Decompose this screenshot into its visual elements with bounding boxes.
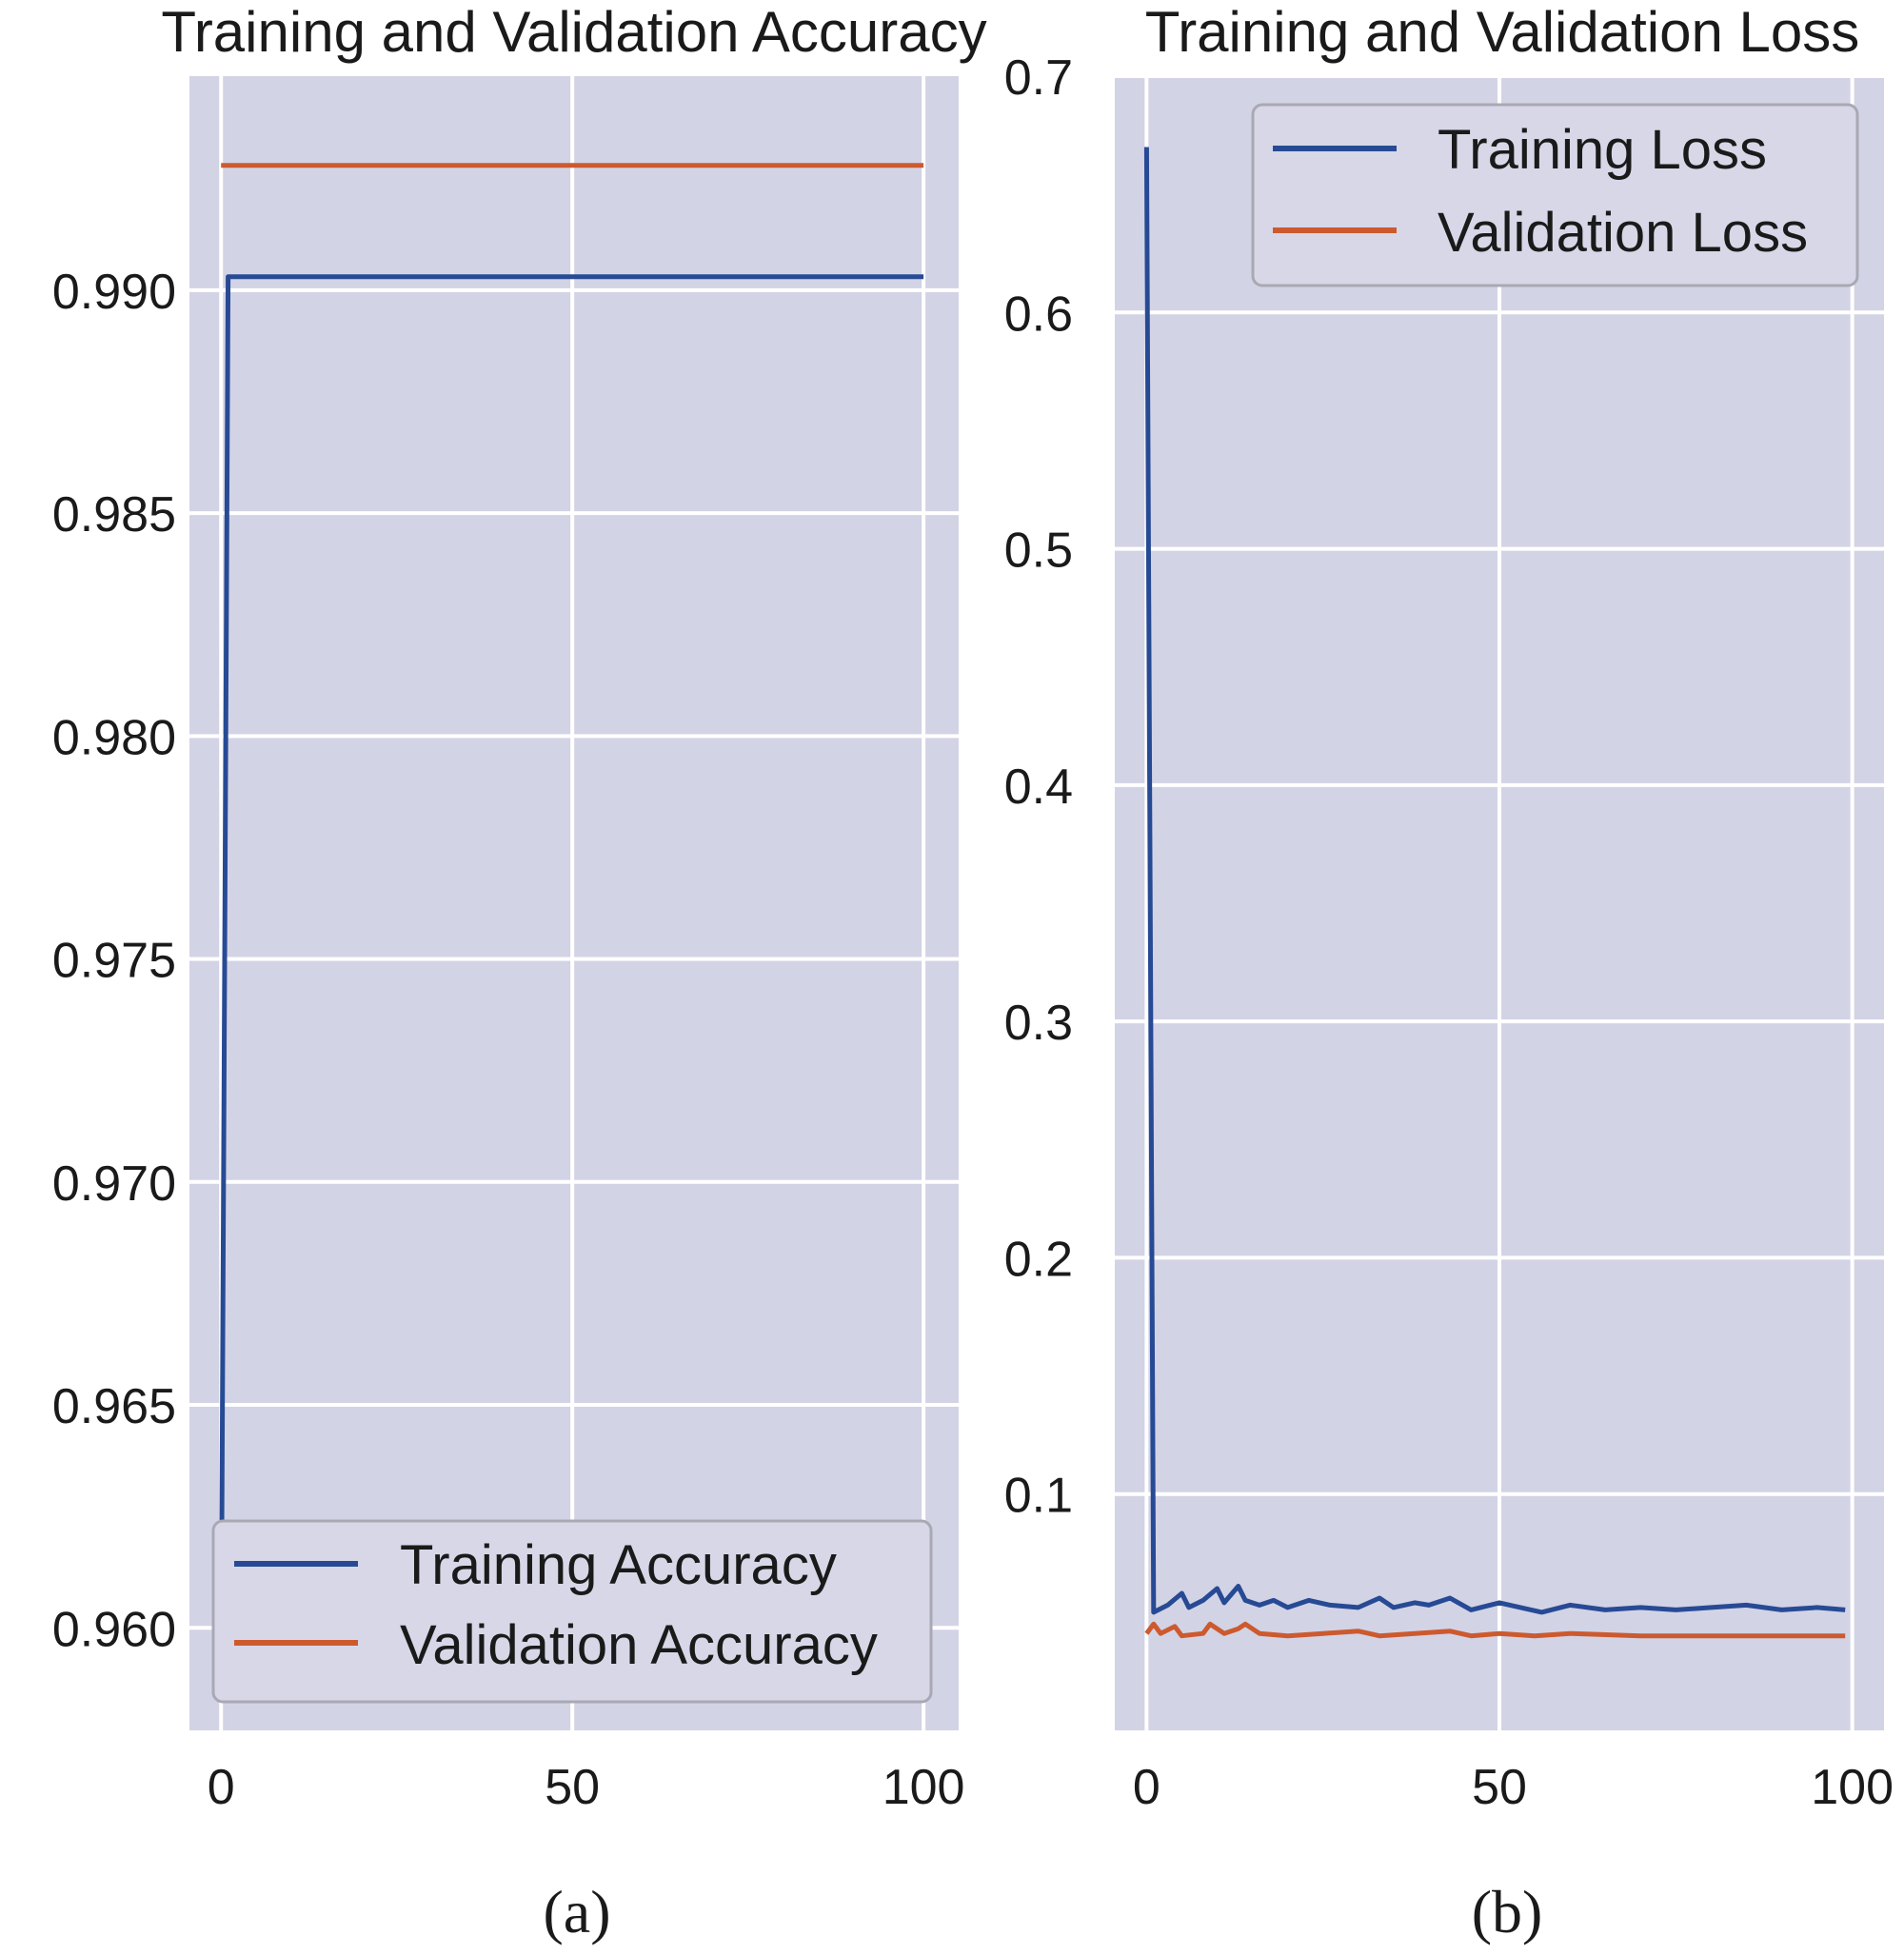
accuracy-legend-box xyxy=(211,1519,933,1704)
loss-y-tick-label: 0.7 xyxy=(1004,50,1073,106)
loss-y-tick-label: 0.1 xyxy=(1004,1469,1073,1524)
panel-accuracy: Training and Validation Accuracy 0.9600.… xyxy=(52,0,987,1945)
loss-chart-title: Training and Validation Loss xyxy=(1145,0,1859,64)
legend-label-validation-loss: Validation Loss xyxy=(1438,202,1808,264)
legend-label-validation-accuracy: Validation Accuracy xyxy=(400,1614,878,1676)
loss-y-tick-label: 0.4 xyxy=(1004,760,1073,815)
loss-y-tick-label: 0.2 xyxy=(1004,1232,1073,1287)
accuracy-y-tick-label: 0.970 xyxy=(52,1156,176,1212)
legend-label-training-loss: Training Loss xyxy=(1438,119,1767,181)
accuracy-y-tick-label: 0.980 xyxy=(52,710,176,765)
accuracy-y-tick-label: 0.975 xyxy=(52,934,176,989)
loss-x-tick-label: 100 xyxy=(1811,1760,1894,1815)
legend-label-training-accuracy: Training Accuracy xyxy=(400,1534,837,1596)
loss-legend: Training Loss Validation Loss xyxy=(1251,103,1859,287)
loss-y-tick-label: 0.3 xyxy=(1004,996,1073,1051)
accuracy-y-tick-label: 0.990 xyxy=(52,265,176,320)
accuracy-y-tick-label: 0.960 xyxy=(52,1602,176,1657)
loss-y-ticks: 0.1 0.2 0.3 0.4 0.5 0.6 0.7 xyxy=(1004,50,1073,1524)
loss-x-tick-label: 50 xyxy=(1472,1760,1527,1815)
accuracy-chart-title: Training and Validation Accuracy xyxy=(161,0,986,64)
panel-loss: Training and Validation Loss 0.10.20.30.… xyxy=(1004,0,1894,1945)
loss-panel-caption: (b) xyxy=(1472,1878,1543,1945)
accuracy-x-ticks: 0 50 100 xyxy=(208,1760,965,1815)
series-line-validation-loss xyxy=(1144,1621,1846,1639)
accuracy-legend: Training Accuracy Validation Accuracy xyxy=(211,1519,933,1704)
accuracy-y-tick-label: 0.985 xyxy=(52,487,176,543)
accuracy-panel-caption: (a) xyxy=(543,1878,610,1945)
series-line-training-accuracy xyxy=(218,274,924,1682)
loss-legend-box xyxy=(1251,103,1859,287)
accuracy-x-tick-label: 0 xyxy=(208,1760,235,1815)
loss-series xyxy=(1143,147,1846,1639)
series-line-training-loss xyxy=(1143,147,1846,1615)
accuracy-x-tick-label: 100 xyxy=(883,1760,965,1815)
accuracy-x-tick-label: 50 xyxy=(545,1760,600,1815)
loss-grid-y xyxy=(1115,74,1884,1496)
loss-x-tick-label: 0 xyxy=(1133,1760,1160,1815)
accuracy-y-ticks: 0.960 0.965 0.970 0.975 0.980 0.985 0.990 xyxy=(52,265,176,1657)
accuracy-y-tick-label: 0.965 xyxy=(52,1379,176,1434)
loss-y-tick-label: 0.6 xyxy=(1004,286,1073,342)
loss-y-tick-label: 0.5 xyxy=(1004,523,1073,579)
loss-x-ticks: 0 50 100 xyxy=(1133,1760,1894,1815)
accuracy-series xyxy=(218,163,924,1682)
